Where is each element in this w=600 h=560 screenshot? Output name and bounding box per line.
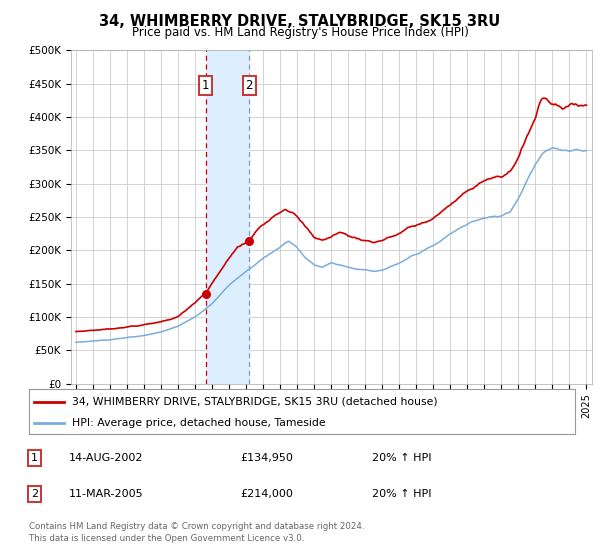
Text: Contains HM Land Registry data © Crown copyright and database right 2024.: Contains HM Land Registry data © Crown c… <box>29 522 364 531</box>
Text: 1: 1 <box>31 453 38 463</box>
Text: 34, WHIMBERRY DRIVE, STALYBRIDGE, SK15 3RU (detached house): 34, WHIMBERRY DRIVE, STALYBRIDGE, SK15 3… <box>73 396 438 407</box>
Text: This data is licensed under the Open Government Licence v3.0.: This data is licensed under the Open Gov… <box>29 534 304 543</box>
Text: 2: 2 <box>245 79 253 92</box>
Text: 14-AUG-2002: 14-AUG-2002 <box>69 453 143 463</box>
Text: Price paid vs. HM Land Registry's House Price Index (HPI): Price paid vs. HM Land Registry's House … <box>131 26 469 39</box>
Text: HPI: Average price, detached house, Tameside: HPI: Average price, detached house, Tame… <box>73 418 326 428</box>
Text: £214,000: £214,000 <box>240 489 293 499</box>
Text: £134,950: £134,950 <box>240 453 293 463</box>
Text: 20% ↑ HPI: 20% ↑ HPI <box>372 453 431 463</box>
Text: 11-MAR-2005: 11-MAR-2005 <box>69 489 143 499</box>
Bar <box>206 50 250 384</box>
Text: 1: 1 <box>202 79 209 92</box>
Text: 20% ↑ HPI: 20% ↑ HPI <box>372 489 431 499</box>
Text: 2: 2 <box>31 489 38 499</box>
Text: 34, WHIMBERRY DRIVE, STALYBRIDGE, SK15 3RU: 34, WHIMBERRY DRIVE, STALYBRIDGE, SK15 3… <box>100 14 500 29</box>
